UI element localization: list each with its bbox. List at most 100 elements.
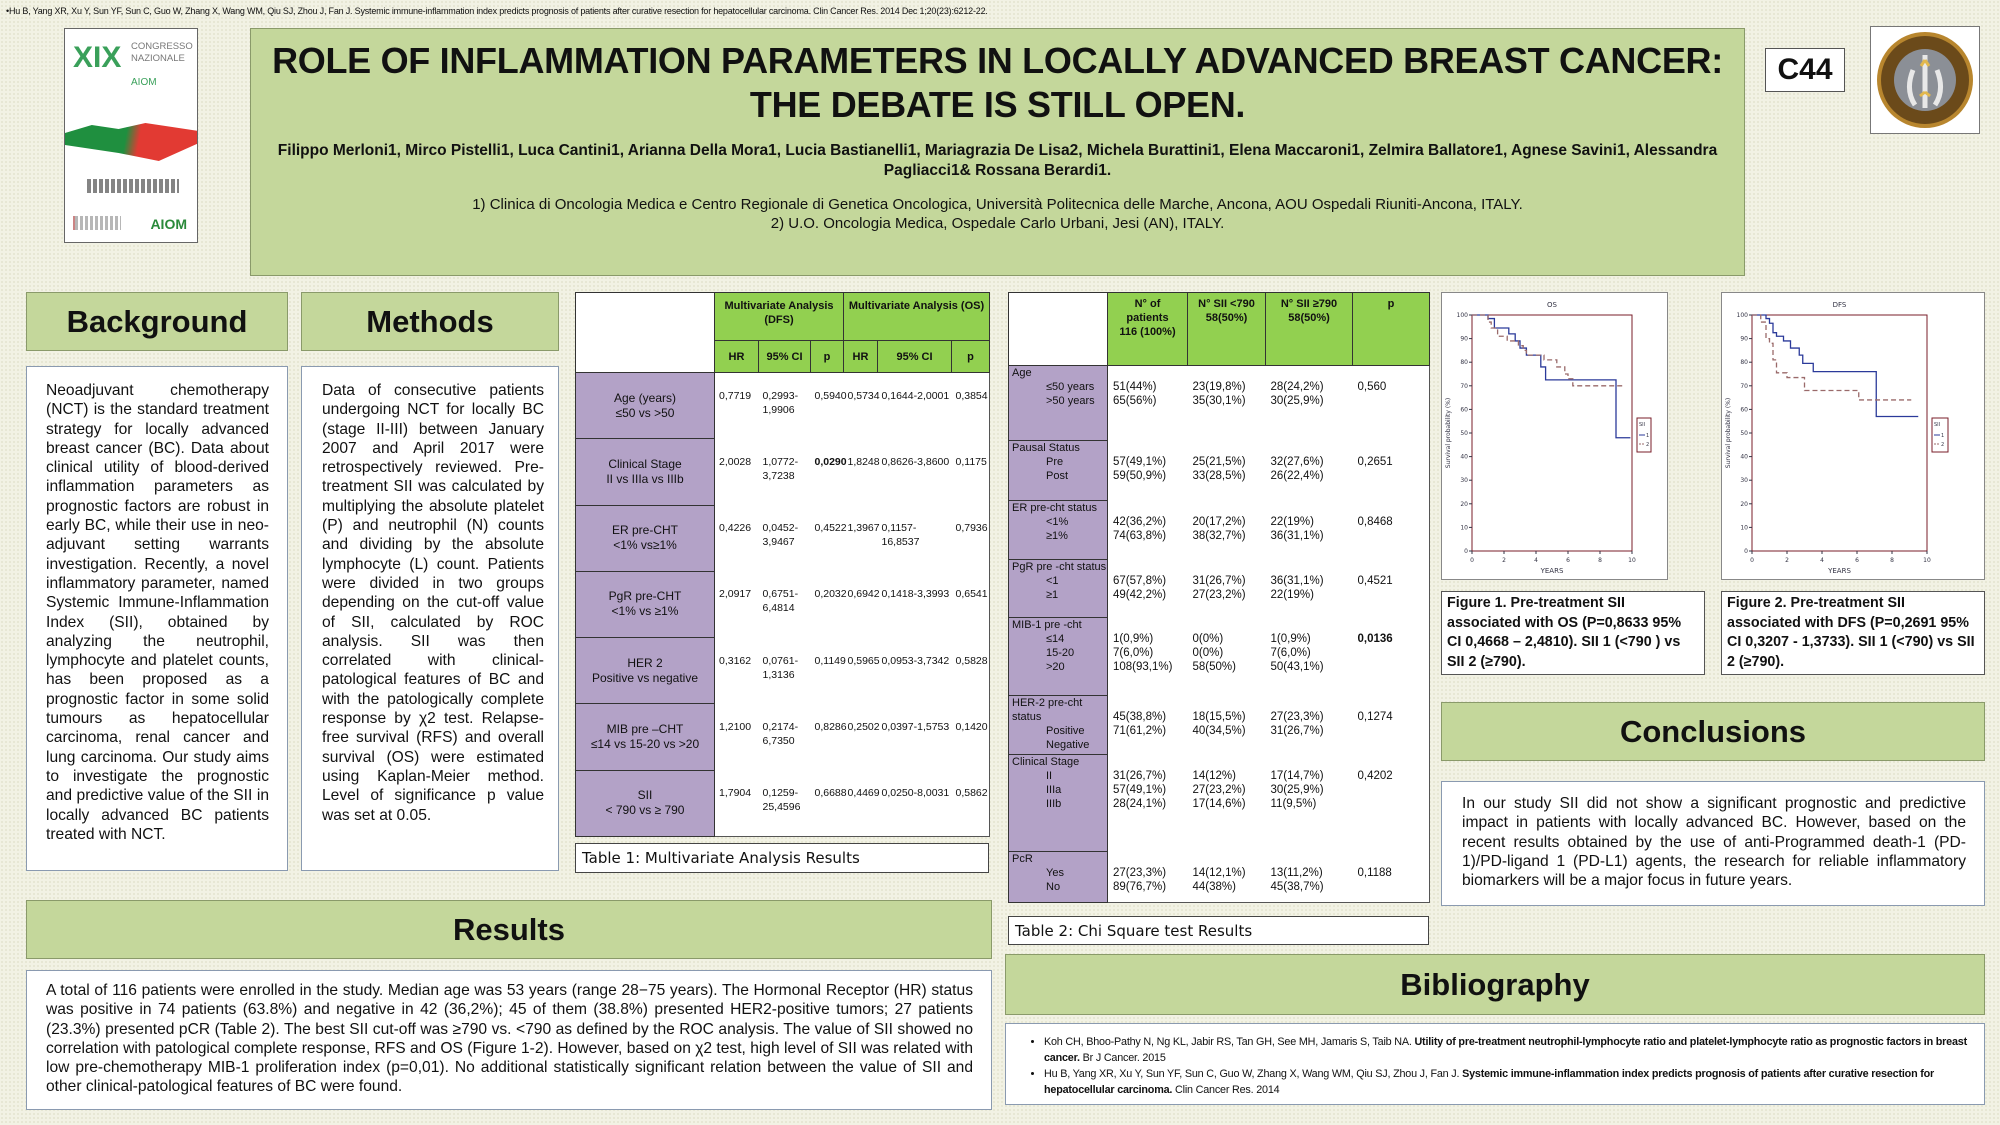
row-label: Age ≤50 years >50 years — [1008, 365, 1108, 441]
row-group-label: Pausal Status — [1012, 442, 1080, 454]
table-cell: 32(27,6%) 26(22,4%) — [1270, 455, 1324, 482]
table-cell: 0,0250-8,0031 — [881, 787, 950, 800]
y-tick-label: 0 — [1464, 548, 1468, 555]
table-cell: 13(11,2%) 45(38,7%) — [1270, 866, 1324, 893]
table-cell: 0,2502 — [847, 720, 880, 733]
row-sub-label: II — [1046, 770, 1053, 782]
table-cell: 0,8286 — [814, 720, 847, 733]
legend-label: 1 — [1941, 433, 1944, 439]
table-cell: 2,0917 — [719, 588, 752, 601]
table-cell: 0,5965 — [847, 654, 880, 667]
row-sub-label: Yes — [1046, 867, 1064, 879]
table-cell: 0,0136 — [1357, 632, 1393, 645]
table2-header: p — [1352, 292, 1430, 366]
row-group-label: HER-2 pre-cht status — [1012, 697, 1083, 723]
logo-number: XIX — [73, 41, 122, 74]
row-label: PgR pre-CHT <1% vs ≥1% — [575, 570, 715, 639]
table-cell: 27(23,3%) 31(26,7%) — [1270, 710, 1324, 737]
row-label: PgR pre -cht status <1 ≥1 — [1008, 559, 1108, 618]
table-cell: 0,560 — [1357, 381, 1387, 393]
logo-line: CONGRESSO NAZIONALE — [131, 41, 193, 64]
table-row: SII < 790 vs ≥ 790 1,7904 0,1259- 25,4596 0… — [575, 769, 990, 838]
table-cell: 0,1274 — [1357, 710, 1393, 723]
table-cell: 0,0953-3,7342 — [881, 654, 950, 667]
table-cell: 0,8626-3,8600 — [881, 455, 950, 468]
chart-title: OS — [1547, 301, 1558, 309]
poster-code: C44 — [1765, 48, 1845, 92]
y-tick-label: 100 — [1457, 312, 1469, 319]
reference-source: Br J Cancer. 2015 — [1079, 1052, 1166, 1064]
methods-text: Data of consecutive patients undergoing … — [301, 366, 559, 871]
reference-item: Koh CH, Bhoo-Pathy N, Ng KL, Jabir RS, T… — [1044, 1034, 1970, 1066]
table-cell: 0,3162 — [719, 654, 752, 667]
table-cell: 0,8468 — [1357, 515, 1393, 528]
table-row: Pausal Status Pre Post 57(49,1%) 59(50,9%) 2… — [1008, 440, 1430, 501]
km-curve-sii-1 — [1472, 314, 1631, 439]
y-tick-label: 20 — [1460, 501, 1468, 508]
table-cell: 1(0,9%) 7(6,0%) 108(93,1%) — [1113, 632, 1173, 673]
x-tick-label: 6 — [1566, 557, 1570, 564]
table-cell: 0,6751- 6,4814 — [762, 588, 799, 615]
table-cell: 0,2651 — [1357, 455, 1393, 468]
row-label: MIB pre –CHT ≤14 vs 15-20 vs >20 — [575, 703, 715, 771]
table-row: Clinical Stage II IIIa IIIb 31(26,7%) 57(49,… — [1008, 754, 1430, 852]
km-curve-sii-2 — [1472, 314, 1623, 387]
y-tick-label: 20 — [1740, 501, 1748, 508]
table-cell: 22(19%) 36(31,1%) — [1270, 515, 1324, 542]
table-cell: 42(36,2%) 74(63,8%) — [1113, 515, 1167, 542]
table1-block: Multivariate Analysis (DFS) Multivariate… — [575, 292, 990, 873]
row-sub-label: >50 years — [1046, 395, 1095, 407]
table-cell: 1,0772- 3,7238 — [762, 455, 799, 482]
table-cell: 0,0452- 3,9467 — [762, 522, 799, 549]
x-tick-label: 6 — [1855, 557, 1859, 564]
row-label: Pausal Status Pre Post — [1008, 440, 1108, 501]
table-cell: 14(12,1%) 44(38%) — [1192, 866, 1246, 893]
table-row: Age ≤50 years >50 years 51(44%) 65(56%) 23(1… — [1008, 365, 1430, 441]
row-sub-label: ≤50 years — [1046, 381, 1095, 393]
table-cell: 0,5940 — [814, 390, 847, 402]
table-cell: 0,5734 — [847, 390, 880, 402]
legend-box — [1931, 417, 1949, 453]
row-sub-label: <1 — [1046, 575, 1059, 587]
bibliography-list: Koh CH, Bhoo-Pathy N, Ng KL, Jabir RS, T… — [1005, 1023, 1985, 1105]
results-text: A total of 116 patients were enrolled in… — [26, 970, 992, 1110]
y-tick-label: 50 — [1460, 430, 1468, 437]
table-row: PgR pre-CHT <1% vs ≥1% 2,0917 0,6751- 6,48… — [575, 570, 990, 639]
x-tick-label: 2 — [1785, 557, 1789, 564]
table1-subheader: 95% CI — [877, 340, 952, 373]
table-cell: 0,4522 — [814, 522, 847, 535]
table1-group-dfs: Multivariate Analysis (DFS) — [714, 292, 844, 341]
table-cell: 0,2032 — [814, 588, 847, 601]
row-sub-label: ≥1% — [1046, 530, 1068, 542]
table-row: Clinical Stage II vs IIIa vs IIIb 2,0028 1… — [575, 438, 990, 506]
row-sub-label: Post — [1046, 470, 1069, 482]
y-tick-label: 90 — [1460, 336, 1468, 343]
table-cell: 0,3854 — [955, 390, 988, 402]
table-row: Age (years) ≤50 vs >50 0,7719 0,2993- 1,99… — [575, 371, 990, 440]
table-cell: 0,0397-1,5753 — [881, 720, 950, 733]
reference-title: Systemic immune-inflammation index predi… — [1044, 1068, 1935, 1096]
y-tick-label: 10 — [1740, 524, 1748, 531]
figure-1-os-chart: OS YEARS Survival probability (%) 0 10 20 30 40… — [1441, 292, 1668, 580]
row-label: Clinical Stage II vs IIIa vs IIIb — [575, 438, 715, 506]
table-row: PgR pre -cht status <1 ≥1 67(57,8%) 49(42,2… — [1008, 559, 1430, 618]
table-cell: 1(0,9%) 7(6,0%) 50(43,1%) — [1270, 632, 1324, 673]
table-cell: 0(0%) 0(0%) 58(50%) — [1192, 632, 1236, 673]
x-tick-label: 10 — [1923, 557, 1931, 564]
table1-subheader: HR — [714, 340, 759, 373]
table-row: PcR Yes No 27(23,3%) 89(76,7%) 14(12,1%) 44(… — [1008, 851, 1430, 903]
poster-title: ROLE OF INFLAMMATION PARAMETERS IN LOCAL… — [272, 40, 1723, 125]
x-tick-label: 0 — [1750, 557, 1754, 564]
x-tick-label: 8 — [1598, 557, 1602, 564]
table-cell: 31(26,7%) 27(23,2%) — [1192, 574, 1246, 601]
table-cell: 67(57,8%) 49(42,2%) — [1113, 574, 1167, 601]
reference-source: Clin Cancer Res. 2014 — [1172, 1084, 1280, 1096]
top-citation: •Hu B, Yang XR, Xu Y, Sun YF, Sun C, Guo… — [6, 6, 988, 16]
table-cell: 0,2174- 6,7350 — [762, 720, 799, 747]
table2-header: N° SII ≥790 58(50%) — [1265, 292, 1353, 366]
table-cell: 27(23,3%) 89(76,7%) — [1113, 866, 1167, 893]
figure-2-dfs-chart: DFS YEARS Survival probability (%) 0 10 20 30 4… — [1721, 292, 1985, 580]
reference-authors: Koh CH, Bhoo-Pathy N, Ng KL, Jabir RS, T… — [1044, 1036, 1415, 1048]
